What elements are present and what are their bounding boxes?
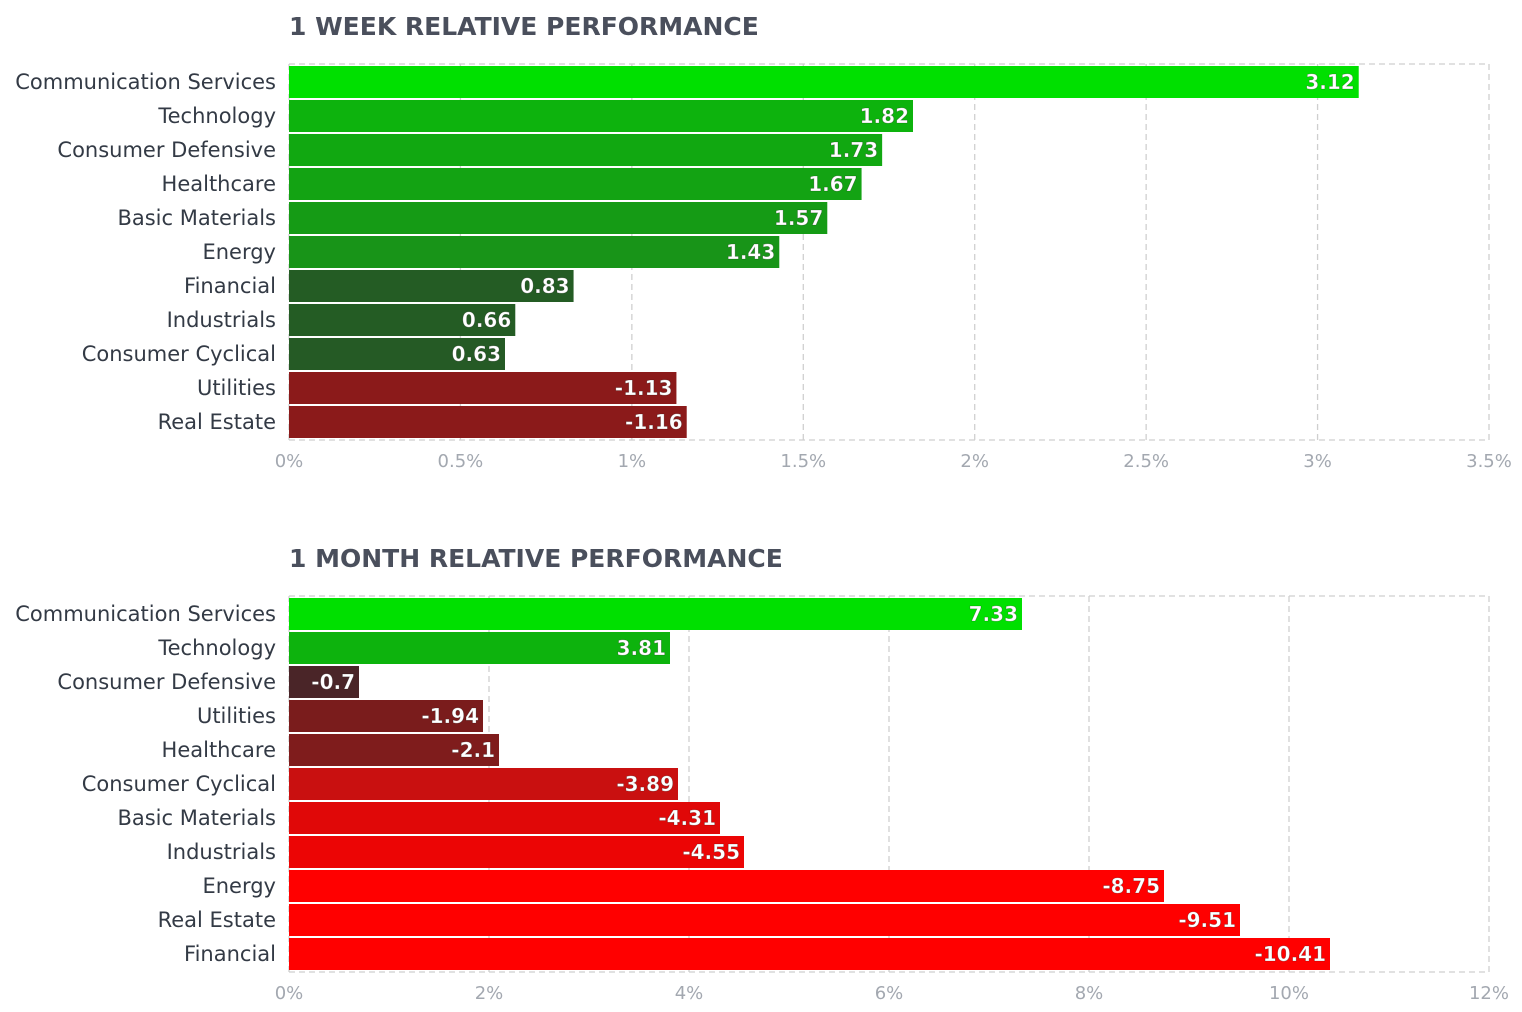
x-tick-label: 6% [875,983,904,1004]
data-label: 1.57 [774,206,823,230]
category-label: Basic Materials [117,206,276,230]
data-label: 3.12 [1305,70,1354,94]
data-label: -8.75 [1102,874,1160,898]
category-label: Industrials [167,308,276,332]
data-label: -2.1 [451,738,495,762]
x-tick-label: 3% [1303,451,1332,472]
data-label: 0.63 [452,342,501,366]
category-label: Basic Materials [117,806,276,830]
category-label: Utilities [197,376,276,400]
bar [289,270,574,302]
x-tick-label: 3.5% [1466,451,1512,472]
data-label: -1.13 [615,376,673,400]
x-tick-label: 4% [675,983,704,1004]
category-label: Real Estate [158,908,276,932]
bar [289,768,678,800]
category-label: Communication Services [15,70,276,94]
bar [289,372,677,404]
category-label: Utilities [197,704,276,728]
category-label: Financial [184,942,276,966]
category-label: Consumer Cyclical [82,772,276,796]
bar [289,938,1330,970]
x-tick-label: 1% [618,451,647,472]
x-tick-label: 0% [275,983,304,1004]
category-label: Healthcare [162,172,276,196]
data-label: -9.51 [1178,908,1236,932]
category-label: Consumer Defensive [57,670,276,694]
category-label: Healthcare [162,738,276,762]
bar [289,406,687,438]
category-label: Consumer Cyclical [82,342,276,366]
bar [289,598,1022,630]
x-tick-label: 0% [275,451,304,472]
data-label: 1.67 [808,172,857,196]
category-label: Industrials [167,840,276,864]
data-label: -4.55 [682,840,740,864]
x-tick-label: 10% [1269,983,1309,1004]
bar [289,700,483,732]
data-label: -1.16 [625,410,683,434]
bar [289,168,862,200]
category-label: Technology [157,636,276,660]
x-tick-label: 2% [475,983,504,1004]
data-label: -10.41 [1254,942,1326,966]
bar [289,632,670,664]
data-label: 3.81 [617,636,666,660]
x-tick-label: 12% [1469,983,1509,1004]
data-label: -0.7 [311,670,355,694]
category-label: Technology [157,104,276,128]
x-tick-label: 0.5% [438,451,484,472]
chart-title: 1 MONTH RELATIVE PERFORMANCE [289,544,783,573]
data-label: 1.82 [860,104,909,128]
bar [289,338,505,370]
bar [289,802,720,834]
bar [289,666,359,698]
bar [289,236,780,268]
data-label: -3.89 [616,772,674,796]
category-label: Energy [202,240,276,264]
x-tick-label: 1.5% [780,451,826,472]
x-tick-label: 8% [1075,983,1104,1004]
data-label: 1.73 [829,138,878,162]
category-label: Financial [184,274,276,298]
bar [289,66,1359,98]
x-tick-label: 2.5% [1123,451,1169,472]
bar [289,134,883,166]
bar [289,734,499,766]
data-label: 7.33 [969,602,1018,626]
bar [289,836,744,868]
category-label: Consumer Defensive [57,138,276,162]
data-label: 0.66 [462,308,511,332]
data-label: -1.94 [421,704,479,728]
data-label: 1.43 [726,240,775,264]
bar [289,202,828,234]
category-label: Real Estate [158,410,276,434]
category-label: Communication Services [15,602,276,626]
bar [289,304,516,336]
data-label: 0.83 [520,274,569,298]
week-chart-plot: 0% 0.5% 1% 1.5% 2% 2.5% 3% 3.5% Communication Se… [15,63,1512,472]
chart-title: 1 WEEK RELATIVE PERFORMANCE [289,12,759,41]
bar [289,870,1164,902]
category-label: Energy [202,874,276,898]
x-tick-label: 2% [960,451,989,472]
bar [289,100,913,132]
data-label: -4.31 [658,806,716,830]
week-performance-chart: 1 WEEK RELATIVE PERFORMANCE 0% 0.5% 1% 1.5%… [0,0,1522,500]
bar [289,904,1240,936]
